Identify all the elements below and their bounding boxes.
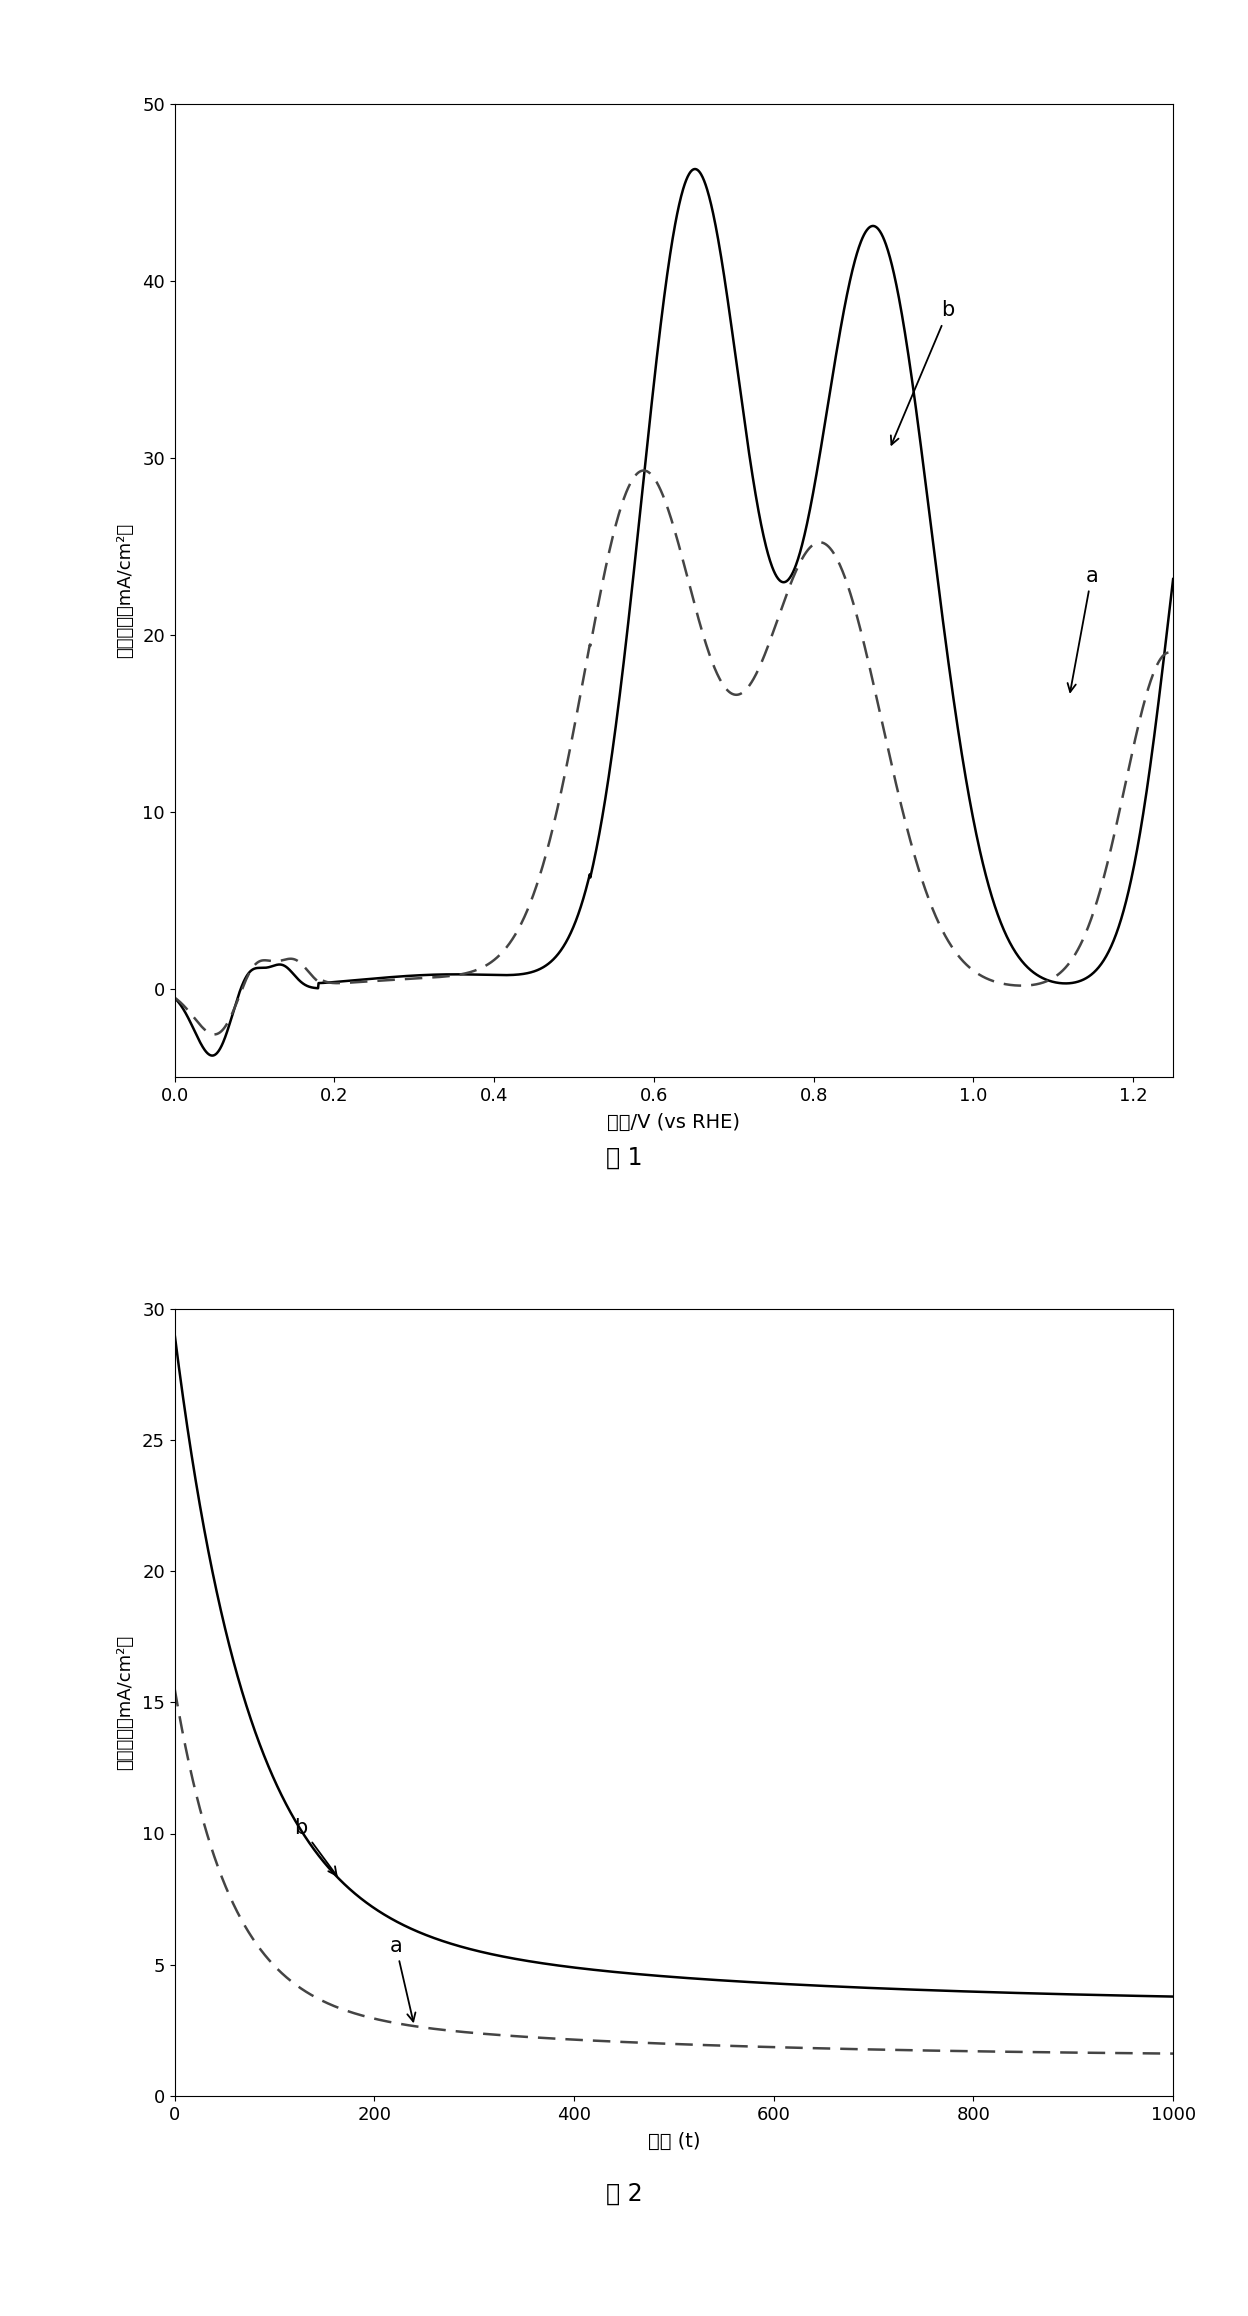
Y-axis label: 电流密度（mA/cm²Ｉ: 电流密度（mA/cm²Ｉ: [116, 1635, 134, 1769]
X-axis label: 电压/V (vs RHE): 电压/V (vs RHE): [608, 1114, 740, 1133]
Text: b: b: [295, 1818, 337, 1876]
Text: 图 2: 图 2: [605, 2182, 643, 2205]
Text: b: b: [891, 301, 955, 445]
Text: a: a: [1067, 565, 1098, 692]
Text: a: a: [389, 1936, 416, 2022]
Y-axis label: 电流密度（mA/cm²Ｉ: 电流密度（mA/cm²Ｉ: [116, 523, 134, 658]
X-axis label: 时间 (t): 时间 (t): [648, 2133, 700, 2152]
Text: 图 1: 图 1: [605, 1146, 643, 1170]
